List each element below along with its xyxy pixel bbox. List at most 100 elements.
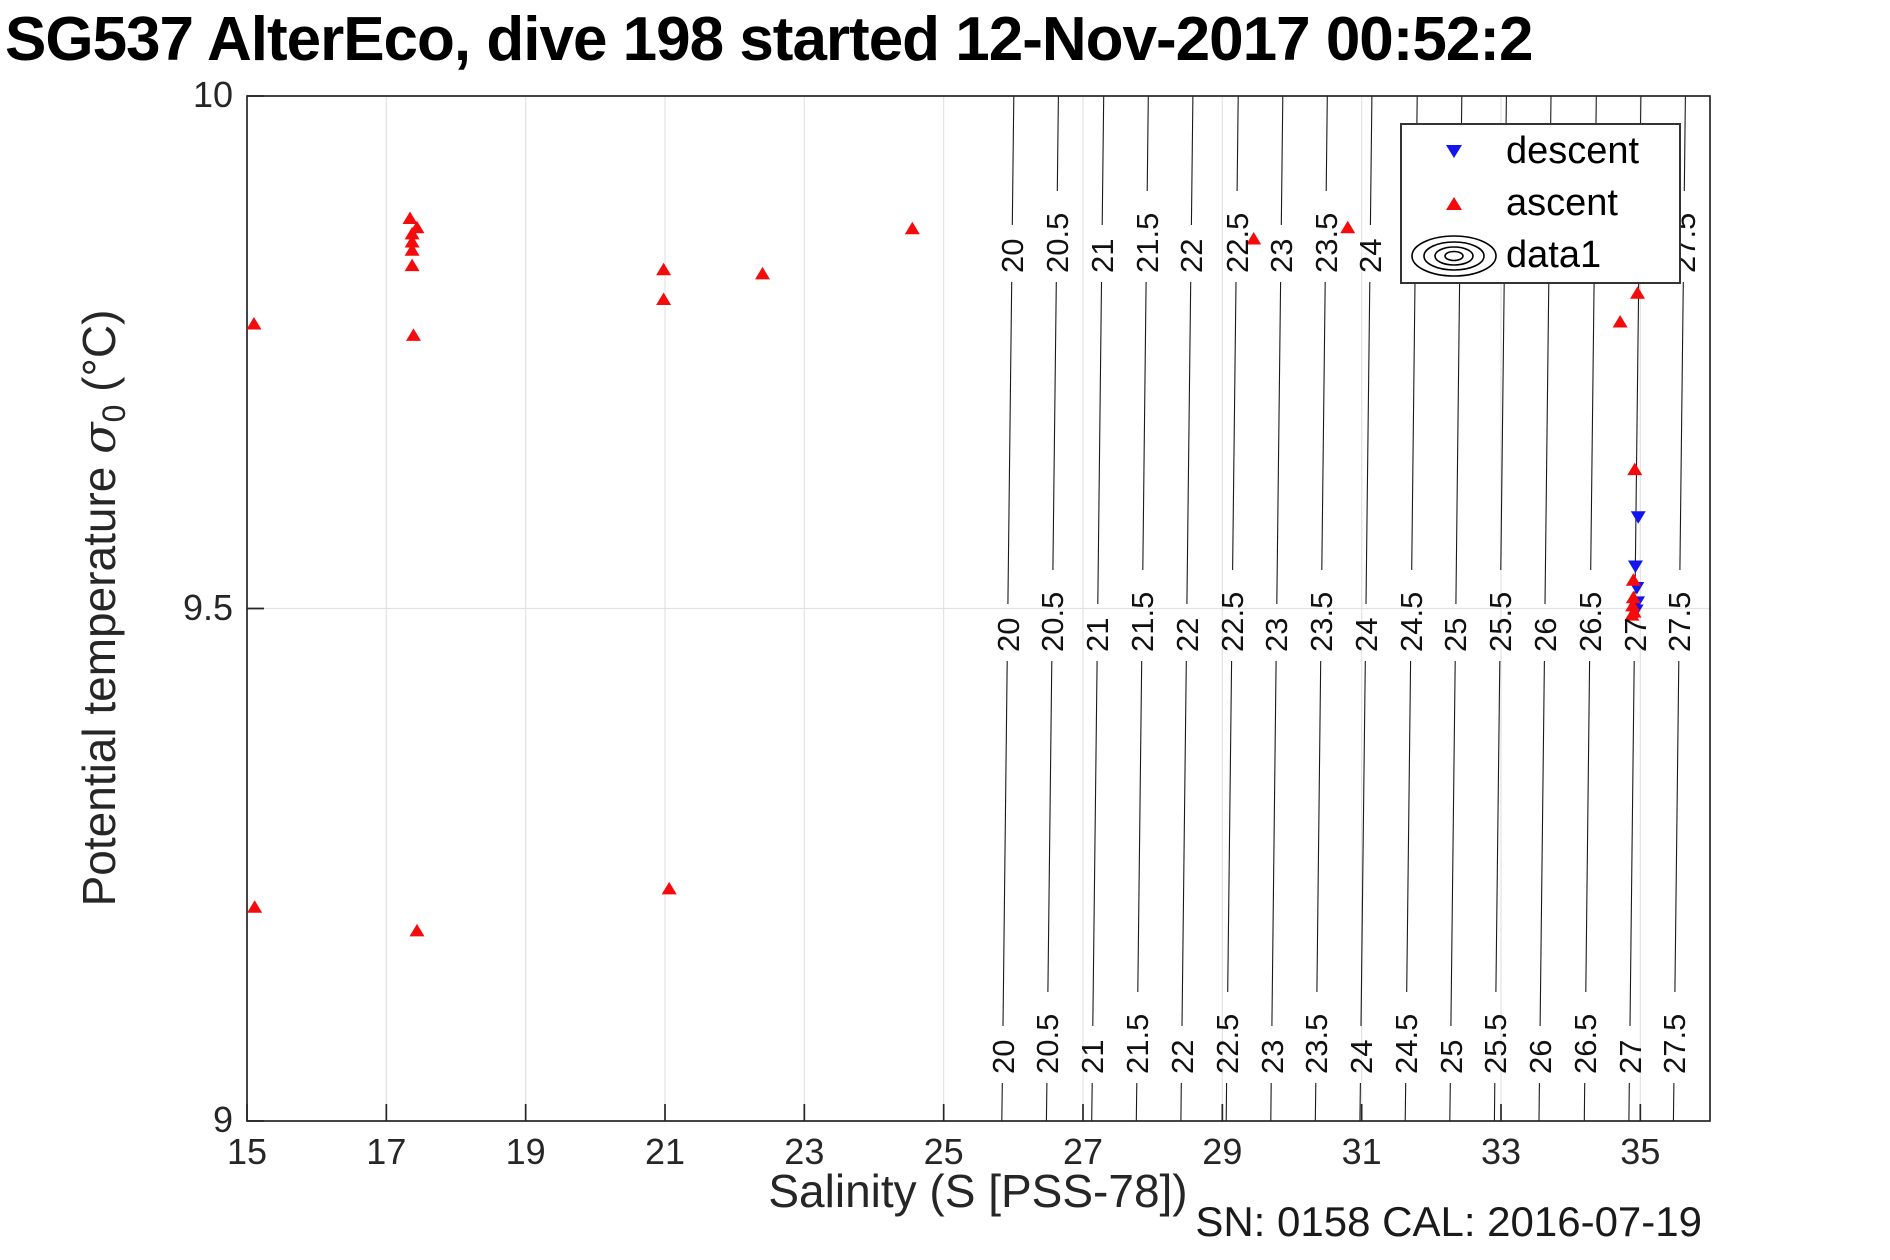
contour-label-23.5: 23.5 <box>1308 212 1344 273</box>
density-contour-line <box>1406 660 1412 993</box>
ascent-marker <box>246 317 262 330</box>
density-contour-line <box>1411 281 1416 571</box>
y-tick-label-9.5: 9.5 <box>182 586 233 628</box>
density-contour-line <box>1590 281 1595 571</box>
legend: descent ascent data1 <box>1400 123 1681 284</box>
density-contour-line <box>1316 660 1322 993</box>
y-axis-label: Potential temperature σ0 (°C) <box>72 158 132 1058</box>
ascent-marker <box>656 262 672 276</box>
descent-marker <box>1630 511 1646 524</box>
contour-label-21: 21 <box>1075 1039 1111 1074</box>
density-contour-line <box>1056 95 1059 192</box>
density-contour-line <box>1186 281 1192 605</box>
contour-label-24.5: 24.5 <box>1389 1013 1425 1074</box>
density-contour-line <box>1544 281 1550 605</box>
ascent-marker <box>1625 590 1641 604</box>
density-contour-line <box>1045 1082 1048 1122</box>
contour-label-21: 21 <box>1080 617 1116 652</box>
ascent-marker <box>1625 598 1641 612</box>
legend-label-ascent: ascent <box>1506 182 1618 224</box>
contour-label-21.5: 21.5 <box>1125 591 1161 652</box>
density-contour-line <box>1325 95 1328 192</box>
ascent-marker <box>1625 573 1641 586</box>
x-tick-label-21: 21 <box>644 1131 686 1172</box>
density-contour-line <box>1002 660 1008 1027</box>
density-contour-line <box>1142 281 1147 571</box>
sigma-symbol: σ <box>72 422 126 454</box>
x-tick-label-31: 31 <box>1341 1131 1382 1172</box>
density-contour-line <box>1276 281 1282 605</box>
contour-label-20: 20 <box>985 1039 1021 1074</box>
ascent-marker <box>247 900 263 913</box>
ascent-marker <box>656 292 672 305</box>
density-contour-line <box>1359 1082 1361 1122</box>
density-contour-line <box>1190 95 1194 226</box>
density-contour-line <box>1232 281 1237 571</box>
density-contour-line <box>1007 281 1013 605</box>
density-contour-line <box>1449 1082 1451 1122</box>
x-tick-label-23: 23 <box>784 1131 825 1172</box>
descent-marker <box>1627 560 1643 573</box>
contour-label-23: 23 <box>1259 617 1295 652</box>
ascent-marker <box>404 258 420 272</box>
ascent-marker <box>1612 315 1628 328</box>
density-contour-line <box>1455 281 1461 605</box>
x-tick-label-33: 33 <box>1480 1131 1522 1172</box>
contour-label-26: 26 <box>1527 617 1563 652</box>
ascent-triangle-icon <box>1402 195 1506 213</box>
contour-label-27.5: 27.5 <box>1662 591 1698 652</box>
density-contour-line <box>1321 281 1326 571</box>
contour-label-24: 24 <box>1353 238 1389 273</box>
ascent-marker <box>406 328 422 341</box>
x-tick-label-15: 15 <box>226 1131 268 1172</box>
contour-label-25.5: 25.5 <box>1478 1013 1514 1074</box>
density-contour-line <box>1679 281 1684 571</box>
legend-item-descent: descent <box>1402 125 1679 177</box>
ascent-marker <box>404 226 420 240</box>
contour-label-27: 27 <box>1617 617 1653 652</box>
contour-label-20: 20 <box>994 238 1030 273</box>
density-contour-line <box>1360 660 1366 1027</box>
sn-cal-annotation: SN: 0158 CAL: 2016-07-19 <box>1195 1198 1702 1245</box>
contour-label-25.5: 25.5 <box>1483 591 1519 652</box>
ascent-marker <box>402 211 418 224</box>
contour-label-22: 22 <box>1169 617 1205 652</box>
contour-label-20: 20 <box>990 617 1026 652</box>
density-contour-line <box>1634 281 1640 605</box>
ascent-marker <box>904 221 920 235</box>
density-contour-line <box>1404 1082 1407 1122</box>
density-contour-line <box>1500 281 1505 571</box>
contour-label-22.5: 22.5 <box>1210 1013 1246 1074</box>
density-contour-line <box>1135 1082 1138 1122</box>
density-contour-line <box>1181 660 1187 1027</box>
contour-label-27.5: 27.5 <box>1657 1013 1693 1074</box>
ascent-marker <box>1624 608 1640 621</box>
y-axis-label-text: Potential temperature <box>73 453 125 907</box>
contour-label-23: 23 <box>1254 1039 1290 1074</box>
x-axis-label: Salinity (S [PSS-78]) <box>768 1165 1188 1217</box>
x-tick-label-35: 35 <box>1620 1131 1661 1172</box>
density-contour-line <box>1146 95 1149 192</box>
x-tick-label-27: 27 <box>1062 1131 1104 1172</box>
density-contour-line <box>1450 660 1456 1027</box>
sigma-subscript: 0 <box>96 404 133 423</box>
contour-label-25: 25 <box>1438 617 1474 652</box>
contour-label-22: 22 <box>1174 238 1210 273</box>
density-contour-line <box>1052 281 1057 571</box>
density-contour-line <box>1137 660 1143 993</box>
x-tick-label-19: 19 <box>505 1131 546 1172</box>
contour-label-27: 27 <box>1612 1039 1648 1074</box>
density-contour-line <box>1236 95 1239 192</box>
x-tick-label-17: 17 <box>366 1131 407 1172</box>
density-contour-line <box>1672 1082 1675 1122</box>
density-contour-line <box>1629 660 1635 1027</box>
ascent-marker <box>755 266 771 280</box>
contour-label-22: 22 <box>1164 1039 1200 1074</box>
contour-label-21: 21 <box>1084 238 1120 273</box>
density-contour-line <box>1369 95 1373 226</box>
ascent-marker <box>1340 220 1356 234</box>
density-contour-line <box>1227 660 1233 993</box>
ascent-marker <box>404 243 420 256</box>
contour-rings-icon <box>1402 233 1506 279</box>
